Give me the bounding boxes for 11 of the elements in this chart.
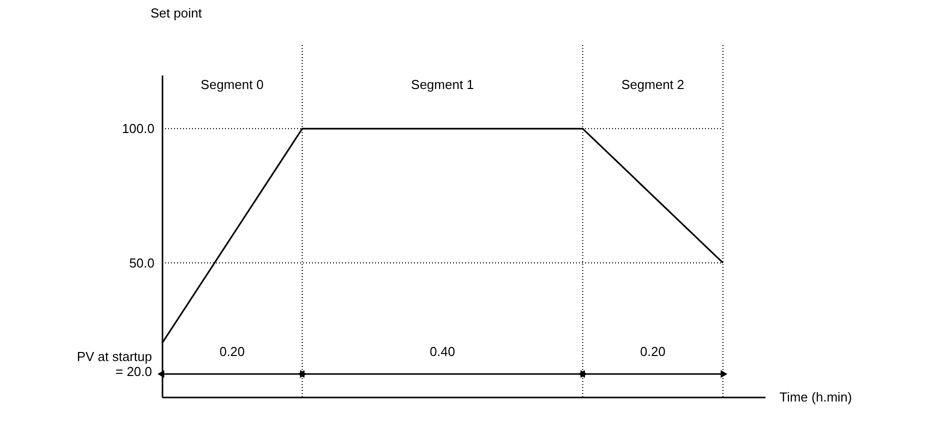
annotation: Segment 0 bbox=[200, 77, 264, 92]
annotation: Segment 1 bbox=[411, 77, 474, 92]
text: PV at startup = 20.0 bbox=[76, 349, 152, 379]
annotation: Segment 2 bbox=[621, 77, 684, 92]
annotation: 0.20 bbox=[219, 344, 245, 359]
annotation: 0.40 bbox=[430, 344, 456, 359]
x-axis-title: Time (h.min) bbox=[780, 390, 852, 404]
y-tick-label: 100.0 bbox=[122, 121, 154, 136]
annotation: 0.20 bbox=[640, 344, 666, 359]
y-tick-label: 50.0 bbox=[129, 255, 154, 270]
y-axis-title: Set point bbox=[150, 6, 202, 20]
